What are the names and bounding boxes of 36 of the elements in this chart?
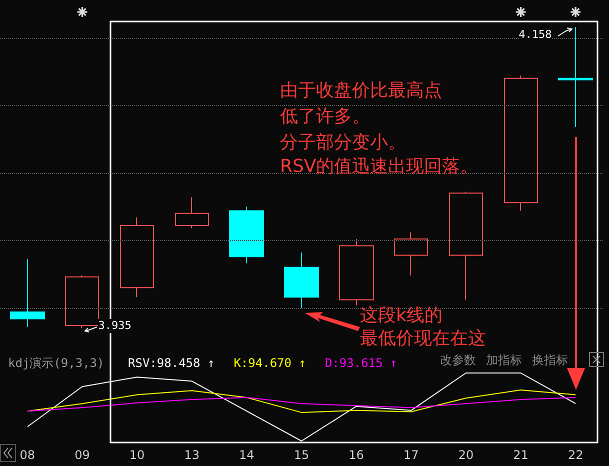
annotation: RSV的值迅速出现回落。 <box>280 156 478 178</box>
annotation: 由于收盘价比最高点 <box>280 80 442 102</box>
x-tick-label: 15 <box>294 448 310 462</box>
x-tick-label: 16 <box>348 448 364 462</box>
x-tick-label: 10 <box>129 448 145 462</box>
annotation: 最低价现在在这 <box>360 328 486 350</box>
x-tick-label: 09 <box>74 448 90 462</box>
annotation: 这段k线的 <box>360 305 442 327</box>
candlestick <box>284 252 319 308</box>
candlestick <box>449 191 483 300</box>
x-tick-label: 14 <box>239 448 254 462</box>
x-tick-label: 08 <box>20 448 36 462</box>
candlestick <box>120 216 154 298</box>
candlestick <box>175 196 209 229</box>
candlestick <box>504 75 538 212</box>
annotation: 4.158 <box>518 28 552 42</box>
candlestick <box>339 238 374 306</box>
candlestick <box>229 206 264 264</box>
series-label: RSV:98.458 ↑ <box>128 356 215 370</box>
x-tick-label: 13 <box>184 448 200 462</box>
text: 改参数 <box>440 352 476 368</box>
text: 加指标 <box>486 352 522 368</box>
chart-title: kdj演示(9,3,3) <box>8 356 104 370</box>
x-tick-label: 17 <box>403 448 419 462</box>
text: 换指标 <box>532 352 568 368</box>
candlestick <box>10 258 45 328</box>
x-tick-label: 20 <box>458 448 474 462</box>
text: D:93.615 ↑ <box>324 356 398 370</box>
x-tick-label: 22 <box>568 448 584 462</box>
annotation: 3.935 <box>98 319 132 334</box>
annotation: 低了许多。 <box>280 106 370 128</box>
candlestick <box>394 232 428 276</box>
annotation: 分子部分变小。 <box>280 132 406 154</box>
candlestick <box>558 26 593 128</box>
x-tick-label: 21 <box>513 448 528 462</box>
text: K:94.670 ↑ <box>234 356 306 370</box>
